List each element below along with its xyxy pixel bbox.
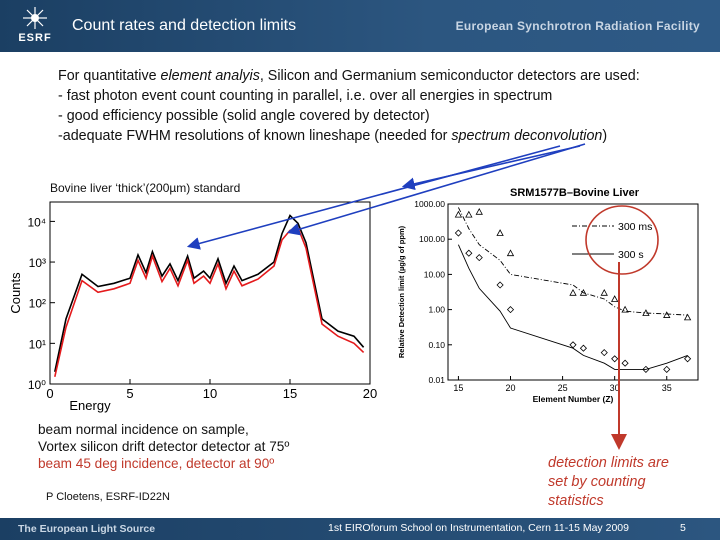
dl-point-300ms bbox=[579, 288, 588, 296]
xrf-spectrum-chart: 0 5 10 15 20 10⁰ 10¹ 10² 10³ 10⁴ Energy Counts bbox=[8, 201, 377, 413]
dl-point-300s bbox=[600, 349, 608, 357]
logo-text: ESRF bbox=[18, 32, 52, 44]
note-line-2: Vortex silicon drift detector detector a… bbox=[38, 439, 290, 454]
footer-source: The European Light Source bbox=[18, 523, 156, 535]
page-number: 5 bbox=[680, 522, 686, 534]
dl-point-300s bbox=[496, 281, 504, 289]
slide-title: Count rates and detection limits bbox=[72, 17, 297, 34]
spectrum-x-tick-label: 15 bbox=[283, 386, 297, 401]
dl-legend-highlight-circle bbox=[585, 205, 659, 275]
intro-line-3: - good efficiency possible (solid angle … bbox=[58, 108, 430, 124]
dl-x-tick-label: 15 bbox=[453, 383, 463, 393]
note-line-1: beam normal incidence on sample, bbox=[38, 422, 249, 437]
dl-y-axis-label: Relative Detection limit (µg/g of ppm) bbox=[397, 225, 406, 358]
intro-line-2: - fast photon event count counting in pa… bbox=[58, 88, 553, 104]
dl-point-300s bbox=[611, 355, 619, 363]
dl-point-300s bbox=[579, 344, 587, 352]
spectrum-label: Bovine liver ‘thick’(200µm) standard bbox=[50, 181, 241, 195]
dl-point-300s bbox=[684, 355, 692, 363]
dl-x-axis-label: Element Number (Z) bbox=[533, 394, 614, 404]
dl-point-300s bbox=[621, 359, 629, 367]
spectrum-y-tick-label: 10¹ bbox=[29, 337, 46, 351]
intro-line-4: -adequate FWHM resolutions of known line… bbox=[58, 128, 608, 144]
dl-point-300s bbox=[642, 365, 650, 373]
esrf-logo: ESRF bbox=[12, 6, 58, 46]
dl-x-tick-label: 35 bbox=[662, 383, 672, 393]
sunburst-icon bbox=[23, 7, 47, 29]
dl-point-300s bbox=[475, 254, 483, 262]
spectrum-x-tick-label: 0 bbox=[46, 386, 53, 401]
spectrum-x-tick-label: 5 bbox=[126, 386, 133, 401]
spectrum-y-axis-label: Counts bbox=[8, 272, 23, 314]
credit-text: P Cloetens, ESRF-ID22N bbox=[46, 491, 170, 503]
dl-point-300ms bbox=[663, 311, 671, 318]
dl-point-300ms bbox=[683, 313, 692, 321]
dl-y-tick-label: 10.00 bbox=[424, 269, 446, 279]
callout-line-3: statistics bbox=[548, 493, 604, 509]
dl-x-tick-label: 30 bbox=[610, 383, 620, 393]
dl-x-tick-label: 20 bbox=[505, 383, 515, 393]
dl-point-300s bbox=[569, 341, 577, 349]
footer-bar: The European Light Source 1st EIROforum … bbox=[0, 518, 720, 540]
dl-y-tick-label: 0.10 bbox=[428, 340, 445, 350]
callout-line-2: set by counting bbox=[548, 474, 646, 490]
dl-legend-label-1: 300 ms bbox=[618, 221, 652, 233]
spectrum-y-tick-label: 10² bbox=[29, 297, 46, 311]
dl-chart-title: SRM1577B–Bovine Liver bbox=[510, 187, 640, 199]
intro-line-1: For quantitative element analyis, Silico… bbox=[58, 68, 640, 84]
spectrum-x-tick-label: 10 bbox=[203, 386, 217, 401]
dl-y-tick-label: 1000.00 bbox=[414, 199, 445, 209]
header-bar: ESRF Count rates and detection limits Eu… bbox=[0, 0, 720, 52]
note-line-3: beam 45 deg incidence, detector at 90º bbox=[38, 456, 275, 471]
dl-point-300ms bbox=[642, 309, 650, 316]
spectrum-x-axis-label: Energy bbox=[69, 398, 111, 413]
dl-point-300ms bbox=[610, 295, 619, 302]
dl-x-tick-label: 25 bbox=[558, 383, 568, 393]
dl-y-tick-label: 100.00 bbox=[419, 234, 445, 244]
spectrum-y-tick-label: 10³ bbox=[29, 256, 46, 270]
dl-fit-line-2 bbox=[457, 244, 688, 370]
detection-limit-chart: SRM1577B–Bovine Liver 1000.00 100.00 10.00 1… bbox=[397, 187, 699, 404]
facility-name: European Synchrotron Radiation Facility bbox=[455, 19, 700, 33]
intro-text: For quantitative element analyis, Silico… bbox=[58, 66, 640, 146]
dl-legend-label-2: 300 s bbox=[618, 249, 644, 261]
dl-point-300s bbox=[465, 249, 473, 257]
setup-notes: beam normal incidence on sample, Vortex … bbox=[38, 421, 289, 472]
dl-point-300ms bbox=[600, 288, 608, 296]
footer-event: 1st EIROforum School on Instrumentation,… bbox=[328, 522, 629, 534]
dl-point-300s bbox=[506, 306, 515, 314]
dl-point-300ms bbox=[569, 288, 577, 296]
callout-text: detection limits are set by counting sta… bbox=[548, 454, 669, 511]
dl-plot-area bbox=[447, 203, 699, 381]
spectrum-y-tick-label: 10⁰ bbox=[28, 378, 46, 392]
dl-y-tick-label: 1.00 bbox=[428, 305, 445, 315]
dl-point-300ms bbox=[506, 249, 515, 257]
dl-y-tick-label: 0.01 bbox=[428, 375, 445, 385]
arrow-to-detection-plot bbox=[401, 145, 581, 191]
callout-line-1: detection limits are bbox=[548, 455, 669, 471]
spectrum-y-tick-label: 10⁴ bbox=[27, 215, 46, 229]
spectrum-x-tick-label: 20 bbox=[363, 386, 377, 401]
dl-point-300s bbox=[663, 365, 671, 373]
dl-point-300ms bbox=[621, 305, 629, 313]
